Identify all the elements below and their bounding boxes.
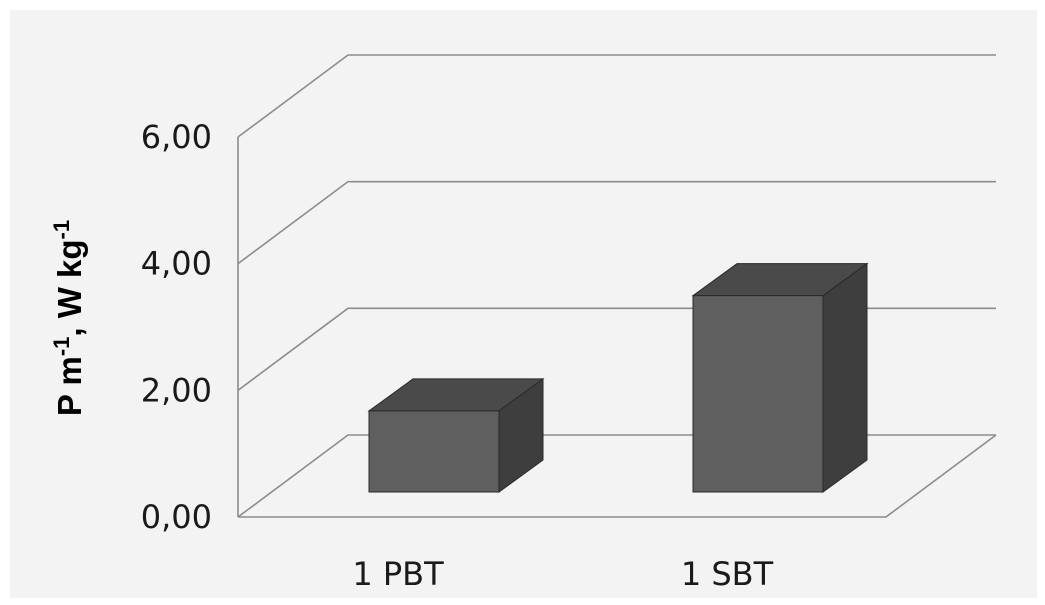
bar-front-face (368, 410, 500, 493)
y-tick-label: 2,00 (141, 371, 212, 409)
y-axis-label-superscript: -1 (49, 220, 74, 240)
y-axis-label: P m-1, W kg-1 (49, 220, 89, 416)
bar (691, 262, 869, 493)
gridline (237, 54, 996, 138)
bar-side-face (822, 262, 868, 493)
y-axis-label-text: , W kg (51, 239, 88, 336)
floor-edge (238, 434, 997, 518)
gridlines (237, 54, 997, 518)
bars (367, 262, 869, 493)
bar-front-face (692, 295, 824, 493)
gridline (237, 180, 996, 265)
y-tick-label: 0,00 (141, 498, 212, 536)
x-tick-label: 1 SBT (681, 555, 774, 593)
bar (367, 377, 545, 493)
y-tick-label: 4,00 (141, 245, 212, 283)
x-tick-labels: 1 PBT 1 SBT (352, 555, 773, 593)
gridline (237, 434, 996, 518)
y-axis-label-superscript: -1 (49, 337, 74, 357)
gridline (237, 307, 996, 391)
y-tick-labels: 0,00 2,00 4,00 6,00 (141, 118, 212, 536)
y-tick-label: 6,00 (141, 118, 212, 156)
x-tick-label: 1 PBT (352, 555, 444, 593)
y-axis-label-text: P m (51, 356, 88, 416)
